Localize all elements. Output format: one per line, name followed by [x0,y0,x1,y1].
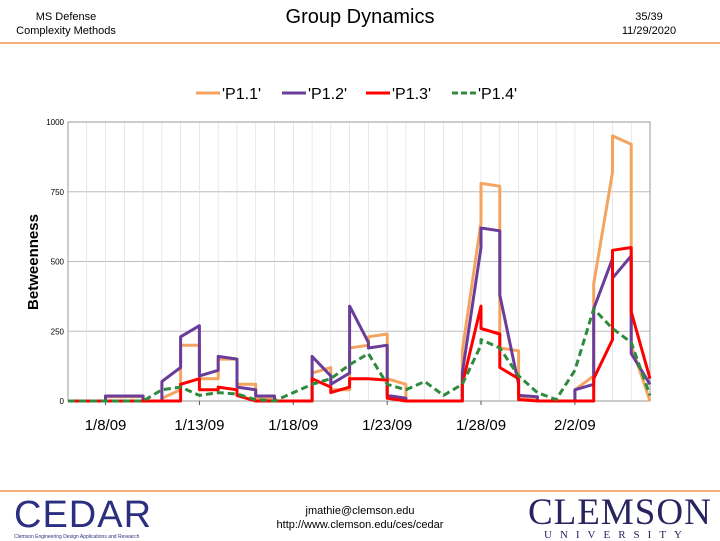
slide-title: Group Dynamics [285,6,435,28]
x-tick-label: 1/8/09 [85,417,127,434]
legend-entry: 'P1.4' [478,86,517,103]
y-tick-label: 1000 [46,118,64,127]
y-tick-label: 250 [51,327,65,336]
series-line-2 [68,226,652,403]
footer-divider [0,490,720,492]
x-tick-label: 1/13/09 [174,417,224,434]
series-line-1 [68,134,652,403]
clemson-logo-text: CLEMSON [528,492,712,533]
x-tick-label: 1/18/09 [268,417,318,434]
cedar-tagline: Clemson Engineering Design Applications … [14,534,140,540]
course-label-line2: Complexity Methods [16,25,116,37]
clemson-logo: CLEMSON UNIVERSITY [528,492,712,541]
x-tick-label: 1/23/09 [362,417,412,434]
slide-date: 11/29/2020 [621,25,677,37]
slide-meta: 35/39 11/29/2020 [614,10,684,38]
contact-email[interactable]: jmathie@clemson.edu [305,505,415,517]
legend-entry: 'P1.3' [392,86,431,103]
legend-entry: 'P1.2' [308,86,347,103]
clemson-logo-subtitle: UNIVERSITY [544,529,690,541]
y-tick-label: 0 [60,397,65,406]
contact-info: jmathie@clemson.edu http://www.clemson.e… [230,504,490,532]
y-tick-label: 500 [51,258,65,267]
plot-area [67,121,651,402]
cedar-logo-text: CEDAR [14,494,153,536]
x-tick-label: 2/2/09 [554,417,596,434]
contact-url[interactable]: http://www.clemson.edu/ces/cedar [276,519,444,531]
series-line-3 [68,246,652,403]
course-label-line1: MS Defense [35,11,97,23]
course-label: MS Defense Complexity Methods [4,10,128,38]
slide-number: 35/39 [635,11,663,23]
betweenness-line-chart: 0 250 500 750 1000 1/8/09 1/13/09 1/18/09 1/23/0… [25,86,652,434]
legend-entry: 'P1.1' [222,86,261,103]
y-tick-label: 750 [51,188,65,197]
y-axis-label: Betweenness [25,214,42,310]
header-divider [0,42,720,44]
cedar-logo: CEDAR Clemson Engineering Design Applica… [14,494,164,540]
x-tick-label: 1/28/09 [456,417,506,434]
series-line-4 [68,307,652,403]
